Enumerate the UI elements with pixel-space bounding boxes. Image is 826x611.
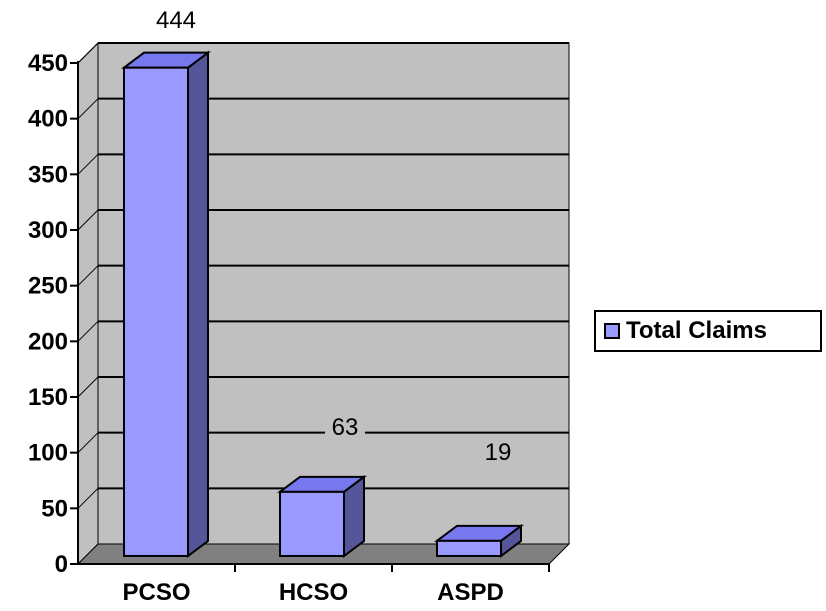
y-tick-label-400: 400 bbox=[28, 106, 68, 133]
y-tick-label-200: 200 bbox=[28, 328, 68, 355]
y-tick-label-300: 300 bbox=[28, 217, 68, 244]
bars bbox=[121, 50, 524, 558]
data-label-bg-1 bbox=[325, 411, 365, 441]
data-label-bg-0 bbox=[149, 4, 203, 34]
gridline-side-50 bbox=[77, 487, 99, 509]
y-tick-label-100: 100 bbox=[28, 440, 68, 467]
gridline-side-100 bbox=[77, 432, 99, 454]
gridline-side-200 bbox=[77, 320, 99, 342]
y-tick-label-150: 150 bbox=[28, 384, 68, 411]
data-label-bg-2 bbox=[478, 436, 518, 466]
y-axis-tick-labels: 0 50 100 150 200 250 300 350 400 450 bbox=[28, 50, 68, 578]
gridline-side-250 bbox=[77, 265, 99, 287]
gridline-side-400 bbox=[77, 98, 99, 120]
y-tick-label-350: 350 bbox=[28, 161, 68, 188]
gridline-side-450 bbox=[77, 42, 99, 64]
y-tick-label-50: 50 bbox=[41, 495, 68, 522]
legend-label-total-claims: Total Claims bbox=[626, 317, 767, 344]
x-category-label-aspd: ASPD bbox=[437, 579, 504, 606]
data-label-hcso: 63 bbox=[332, 414, 359, 441]
legend: Total Claims bbox=[594, 310, 822, 352]
x-axis-category-labels: PCSO HCSO ASPD bbox=[122, 579, 503, 606]
x-category-label-hcso: HCSO bbox=[279, 579, 348, 606]
gridline-side-300 bbox=[77, 209, 99, 231]
y-tick-label-0: 0 bbox=[55, 551, 68, 578]
axes bbox=[70, 61, 550, 572]
data-labels: 444 63 19 bbox=[149, 4, 518, 466]
y-tick-label-250: 250 bbox=[28, 273, 68, 300]
gridline-side-350 bbox=[77, 153, 99, 175]
chart-side-wall bbox=[77, 41, 99, 566]
bar-hcso bbox=[279, 490, 345, 557]
gridline-side-150 bbox=[77, 376, 99, 398]
bar-side-pcso bbox=[187, 50, 209, 558]
data-label-pcso: 444 bbox=[156, 7, 196, 34]
x-category-label-pcso: PCSO bbox=[122, 579, 190, 606]
bar-aspd bbox=[436, 539, 502, 558]
legend-swatch-total-claims bbox=[604, 323, 620, 339]
bar-pcso bbox=[123, 66, 189, 558]
data-label-aspd: 19 bbox=[485, 439, 512, 466]
y-tick-label-450: 450 bbox=[28, 50, 68, 77]
